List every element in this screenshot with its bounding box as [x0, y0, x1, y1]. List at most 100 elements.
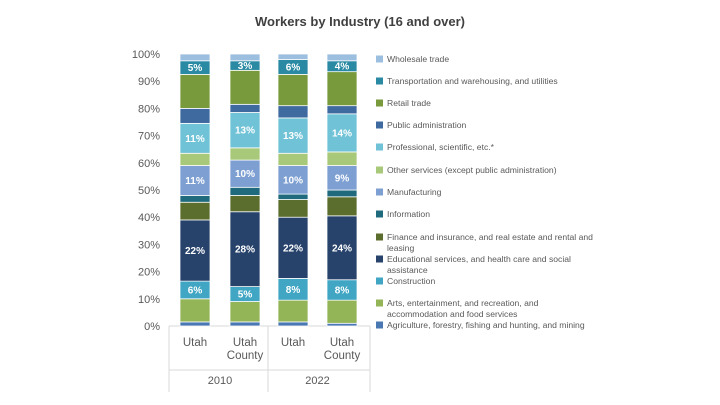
x-category-label: Utah: [183, 337, 207, 349]
bar-segment: [277, 165, 309, 195]
bar-segment: [326, 189, 358, 198]
plot-area: 6% 22% 11% 11% 5% 5% 28% 10% 13% 3% 8% 22% 10% 13% 6% 8…: [179, 53, 358, 327]
legend-swatch: [376, 321, 383, 329]
x-category-label: Utah: [233, 337, 257, 349]
bar-segment: [229, 301, 261, 323]
data-label: 6%: [188, 285, 203, 296]
data-label: 11%: [185, 134, 205, 145]
bar-segment: [179, 201, 211, 221]
data-label: 8%: [286, 285, 301, 296]
bar-segment: [277, 74, 309, 107]
legend-label: Other services (except public administra…: [387, 165, 557, 175]
bar-segment: [229, 186, 261, 196]
y-tick-label: 20%: [138, 267, 160, 279]
data-label: 9%: [335, 173, 350, 184]
y-tick-label: 60%: [138, 158, 160, 170]
bar-segment: [326, 299, 358, 324]
legend-label: Information: [387, 209, 430, 219]
bar-segment: [277, 53, 309, 60]
data-label: 5%: [238, 290, 253, 301]
legend-swatch: [376, 299, 383, 307]
data-label: 8%: [335, 285, 350, 296]
legend-swatch: [376, 55, 383, 63]
bar-segment: [229, 112, 261, 149]
legend-swatch: [376, 99, 383, 107]
legend-label: leasing: [387, 243, 414, 253]
data-label: 10%: [283, 175, 303, 186]
bar-segment: [326, 113, 358, 153]
x-category-label: County: [227, 350, 264, 362]
legend-swatch: [376, 77, 383, 85]
data-label: 6%: [286, 62, 301, 73]
legend-label: accommodation and food services: [387, 309, 517, 319]
bar-segment: [277, 193, 309, 200]
data-label: 10%: [235, 169, 255, 180]
bar-segment: [229, 147, 261, 161]
legend-swatch: [376, 210, 383, 218]
legend-swatch: [376, 277, 383, 285]
data-label: 24%: [332, 243, 352, 254]
x-category-label: Utah: [330, 337, 354, 349]
bar-segment: [179, 53, 211, 62]
bar-segment: [277, 105, 309, 119]
bar-segment: [179, 108, 211, 124]
bar-segment: [277, 216, 309, 279]
x-category-label: Utah: [281, 337, 305, 349]
x-group-label: 2022: [305, 375, 329, 387]
legend-label: assistance: [387, 265, 428, 275]
bar-segment: [229, 103, 261, 113]
bar-segment: [277, 199, 309, 218]
bar-segment: [179, 195, 211, 203]
y-tick-label: 80%: [138, 103, 160, 115]
bar-segment: [229, 53, 261, 62]
x-category-label: County: [324, 350, 361, 362]
y-tick-label: 10%: [138, 294, 160, 306]
y-tick-label: 100%: [132, 49, 160, 61]
legend-swatch: [376, 255, 383, 263]
bar-segment: [229, 195, 261, 213]
legend-label: Wholesale trade: [387, 54, 449, 64]
legend-label: Retail trade: [387, 98, 431, 108]
legend-swatch: [376, 188, 383, 196]
data-label: 14%: [332, 128, 352, 139]
data-label: 22%: [283, 243, 303, 254]
y-tick-label: 0%: [144, 321, 160, 333]
bar-segment: [277, 117, 309, 154]
bar-segment: [277, 321, 309, 327]
data-label: 4%: [335, 62, 350, 73]
data-label: 22%: [185, 246, 205, 257]
legend-label: Arts, entertainment, and recreation, and: [387, 298, 539, 308]
bar-segment: [326, 215, 358, 281]
bar-segment: [326, 105, 358, 115]
bar-segment: [326, 165, 358, 191]
data-label: 13%: [283, 131, 303, 142]
legend-label: Public administration: [387, 120, 467, 130]
bar-segment: [277, 299, 309, 323]
legend-swatch: [376, 166, 383, 174]
data-label: 28%: [235, 245, 255, 256]
bar-segment: [326, 71, 358, 107]
legend-label: Manufacturing: [387, 187, 442, 197]
data-label: 13%: [235, 126, 255, 137]
data-label: 5%: [188, 63, 203, 74]
y-tick-label: 70%: [138, 131, 160, 143]
bar-segment: [326, 151, 358, 166]
bar-segment: [326, 196, 358, 217]
bar-segment: [179, 321, 211, 327]
bar-segment: [326, 53, 358, 62]
legend-label: Finance and insurance, and real estate a…: [387, 232, 593, 242]
bar-segment: [277, 152, 309, 166]
legend-swatch: [376, 121, 383, 129]
bar-segment: [229, 321, 261, 327]
legend-label: Educational services, and health care an…: [387, 254, 571, 264]
bar-segment: [179, 298, 211, 323]
data-label: 3%: [238, 61, 253, 72]
bar-segment: [179, 152, 211, 166]
legend-label: Construction: [387, 276, 435, 286]
legend-label: Professional, scientific, etc.*: [387, 142, 495, 152]
bar-segment: [326, 322, 358, 327]
bar-segment: [179, 74, 211, 109]
y-axis: 0% 10% 20% 30% 40% 50% 60% 70% 80% 90% 100%: [132, 49, 370, 333]
